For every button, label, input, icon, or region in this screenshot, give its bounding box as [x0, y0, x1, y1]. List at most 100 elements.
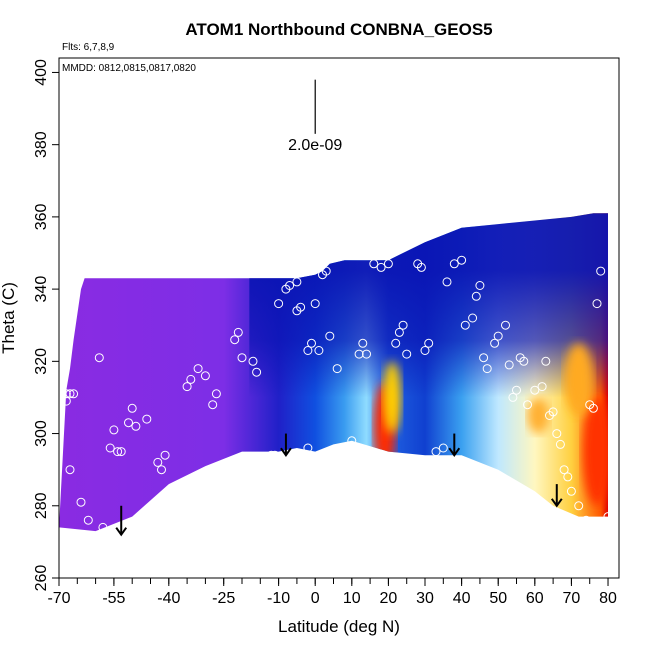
upper-band: [249, 213, 608, 398]
sample-point: [105, 443, 115, 453]
sample-point: [402, 349, 412, 359]
sample-point: [303, 443, 313, 453]
sample-point: [603, 512, 613, 522]
sample-points: [61, 255, 613, 540]
sample-point: [186, 374, 196, 384]
sample-point: [182, 382, 192, 392]
y-tick-label: 380: [33, 131, 50, 158]
sample-point: [438, 443, 448, 453]
sample-point: [490, 338, 500, 348]
sample-point: [325, 331, 335, 341]
sample-point: [358, 338, 368, 348]
y-tick-label: 260: [33, 565, 50, 592]
sample-point: [299, 266, 309, 276]
sample-point: [266, 450, 276, 460]
sample-point: [596, 266, 606, 276]
sample-point: [398, 320, 408, 330]
sample-point: [340, 443, 349, 453]
sample-point: [171, 515, 181, 525]
sample-point: [307, 338, 316, 348]
sample-point: [303, 346, 313, 355]
sample-point: [274, 299, 284, 309]
sample-point: [449, 259, 459, 269]
sample-point: [501, 320, 510, 330]
sample-point: [153, 457, 163, 467]
sample-point: [83, 515, 93, 525]
sample-point: [460, 320, 470, 330]
x-tick-label: 20: [380, 590, 398, 607]
sample-point: [394, 327, 404, 337]
sample-point: [142, 414, 152, 424]
sample-point: [94, 353, 104, 363]
hotspot: [564, 343, 594, 416]
x-tick-label: 50: [489, 590, 507, 607]
x-tick-label: -25: [212, 590, 235, 607]
x-tick-label: 80: [599, 590, 617, 607]
sample-point: [468, 313, 478, 323]
sample-point: [61, 389, 71, 399]
y-tick-label: 280: [33, 492, 50, 519]
sample-point: [146, 515, 155, 525]
sample-point: [523, 400, 532, 410]
sample-point: [314, 346, 324, 355]
sample-point: [376, 262, 386, 272]
sample-point: [592, 299, 602, 309]
sample-point: [519, 356, 529, 366]
mmdd-label: MMDD: 0812,0815,0817,0820: [62, 63, 196, 74]
sample-point: [157, 465, 166, 475]
sample-point: [200, 371, 210, 381]
sample-point: [347, 436, 357, 446]
sample-point: [508, 392, 518, 402]
sample-point: [270, 450, 280, 460]
hotspot: [527, 397, 550, 434]
hotspot: [382, 361, 402, 434]
sample-point: [563, 472, 573, 482]
sample-point: [263, 461, 273, 471]
sample-point: [321, 266, 331, 276]
sample-point: [431, 447, 441, 457]
sample-point: [475, 281, 485, 290]
sample-point: [292, 277, 302, 287]
sample-point: [285, 281, 295, 290]
sample-point: [581, 515, 591, 525]
plot-frame: [58, 57, 620, 579]
sample-point: [116, 447, 126, 457]
sample-point: [215, 472, 225, 482]
sample-point: [559, 465, 569, 475]
sample-point: [588, 403, 598, 413]
sample-point: [383, 259, 393, 269]
sample-point: [208, 400, 218, 410]
sample-point: [230, 335, 240, 345]
flight-arrow: [550, 484, 563, 508]
scale-bar: 2.0e-09: [288, 79, 342, 154]
sample-point: [566, 486, 576, 496]
sample-point: [193, 364, 203, 374]
sample-point: [310, 299, 320, 309]
y-tick-label: 360: [33, 203, 50, 230]
y-tick-label: 300: [33, 420, 50, 447]
x-axis: -70 -55 -40 -25 -10 0 10 20 30 40 50 60 70 80: [47, 578, 617, 607]
x-tick-label: 30: [416, 590, 434, 607]
sample-point: [504, 360, 514, 370]
sample-point: [124, 418, 133, 428]
sample-point: [548, 407, 558, 417]
sample-point: [482, 364, 492, 374]
sample-point: [296, 302, 306, 312]
x-tick-label: 10: [343, 590, 361, 607]
sample-point: [65, 389, 75, 399]
sample-point: [416, 262, 426, 272]
sample-point: [149, 515, 159, 525]
sample-point: [237, 353, 247, 363]
sample-point: [61, 396, 71, 406]
sample-point: [252, 367, 262, 377]
sample-point: [113, 447, 123, 457]
sample-point: [76, 497, 86, 507]
x-tick-label: 40: [453, 590, 471, 607]
x-tick-label: -40: [157, 590, 180, 607]
x-tick-label: 0: [311, 590, 320, 607]
sample-point: [391, 338, 401, 348]
sample-point: [541, 356, 551, 366]
sample-point: [127, 403, 137, 413]
sample-point: [211, 389, 221, 399]
